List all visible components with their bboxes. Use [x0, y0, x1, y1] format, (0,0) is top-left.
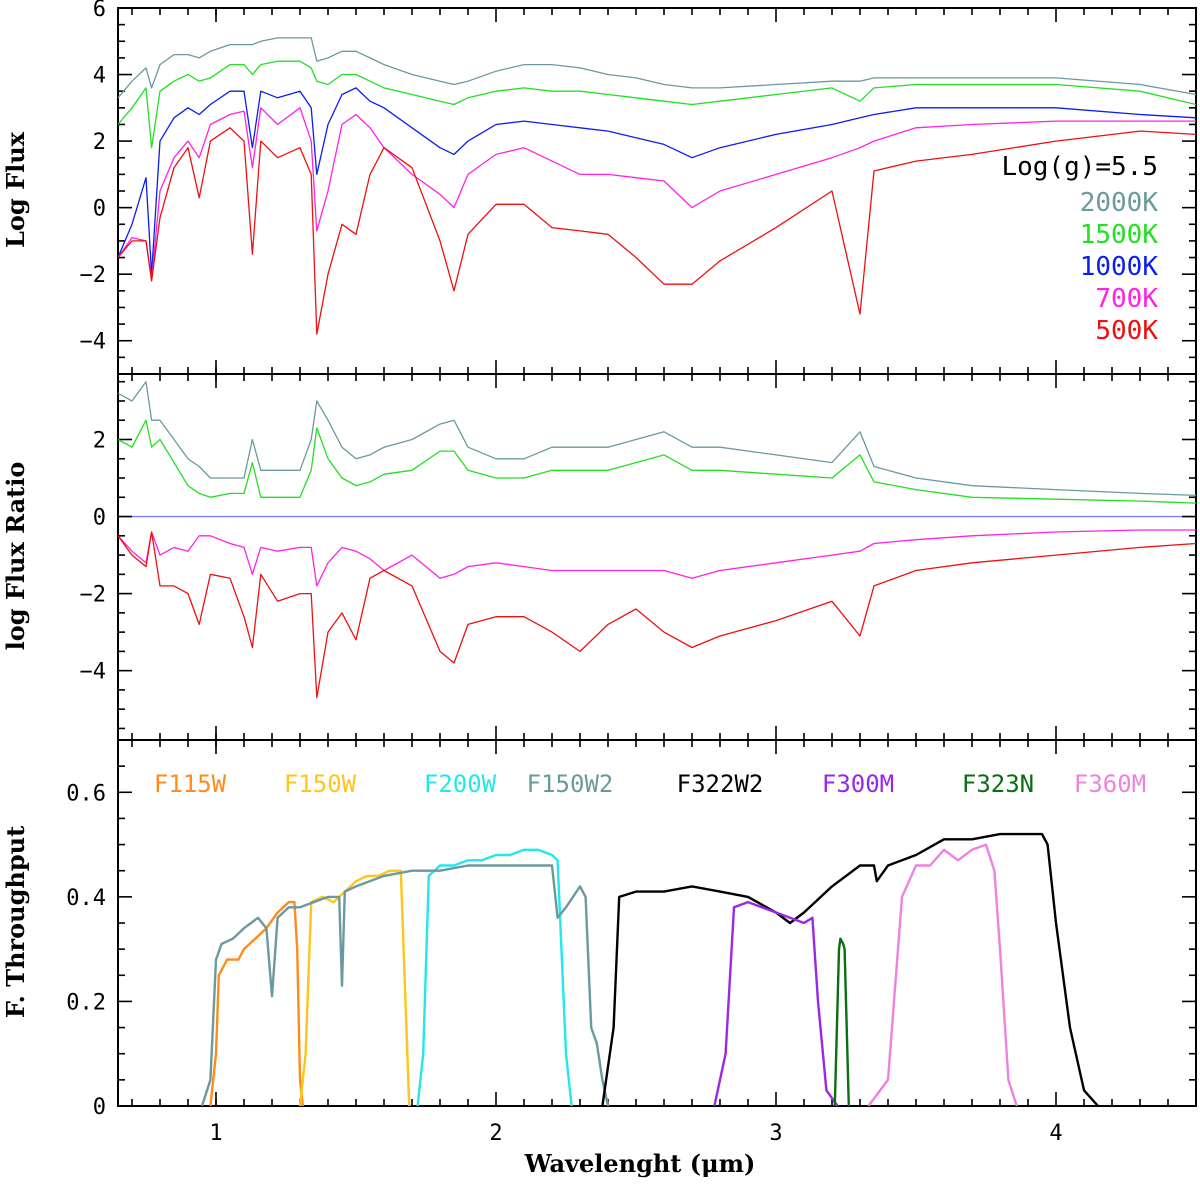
series-f150w2 [200, 864, 610, 1106]
y-tick-label: −2 [80, 263, 107, 288]
filter-label-f150w: F150W [284, 770, 357, 798]
series-1500k [118, 419, 1196, 504]
series-2000k [118, 381, 1196, 497]
y-tick-label: 0.6 [66, 781, 106, 806]
x-tick-label: 1 [209, 1121, 222, 1146]
series-1500k [118, 60, 1196, 149]
bottom-ylabel: F. Throughput [1, 826, 30, 1018]
y-tick-label: 0.4 [66, 886, 106, 911]
legend-entry-500k: 500K [1095, 316, 1158, 346]
series-700k [118, 107, 1196, 282]
y-tick-label: 4 [93, 64, 106, 89]
y-tick-label: 0.2 [66, 990, 106, 1015]
series-f360m [867, 843, 1018, 1106]
legend-entry-1500k: 1500K [1080, 220, 1159, 250]
filter-label-f323n: F323N [962, 770, 1034, 798]
series-500k [118, 531, 1196, 699]
y-tick-label: −4 [80, 330, 107, 355]
y-tick-label: 2 [93, 130, 106, 155]
series-f300m [713, 900, 839, 1106]
flux-ratio-panel: −4 −2 0 2 [80, 373, 1197, 741]
x-tick-label: 4 [1049, 1121, 1062, 1146]
y-tick-label: −2 [80, 583, 107, 608]
filter-label-f300m: F300M [822, 770, 894, 798]
series-700k [118, 529, 1196, 587]
y-tick-label: 0 [93, 506, 106, 531]
y-tick-label: −4 [80, 660, 107, 685]
y-tick-label: 2 [93, 428, 106, 453]
series-1000k [118, 87, 1196, 275]
filter-label-f200w: F200W [424, 770, 497, 798]
panel-frame [117, 7, 1197, 375]
throughput-panel: 1 2 3 4 0 0.2 0.4 0.6 F115W F150W F200W F150W2 F322W… [66, 739, 1197, 1146]
y-tick-label: 6 [93, 0, 106, 22]
panel-frame [117, 739, 1197, 1107]
series-2000k [118, 37, 1196, 99]
x-tick-label: 3 [769, 1121, 782, 1146]
legend-entry-2000k: 2000K [1080, 188, 1159, 218]
series-f115w [209, 900, 304, 1106]
series-500k [118, 127, 1196, 335]
top-ylabel: Log Flux [1, 131, 30, 248]
filter-label-f360m: F360M [1074, 770, 1146, 798]
y-tick-label: 0 [93, 1095, 106, 1120]
legend-entry-700k: 700K [1095, 284, 1158, 314]
filter-label-f322w2: F322W2 [677, 770, 764, 798]
legend-title: Log(g)=5.5 [1001, 152, 1158, 182]
series-f323n [833, 937, 850, 1106]
middle-ylabel: log Flux Ratio [1, 462, 30, 651]
y-tick-label: 0 [93, 197, 106, 222]
filter-label-f115w: F115W [154, 770, 227, 798]
filter-label-f150w2: F150W2 [527, 770, 614, 798]
series-f200w [416, 848, 573, 1106]
series-f322w2 [601, 832, 1099, 1106]
series-f150w [298, 869, 411, 1106]
legend-entry-1000k: 1000K [1080, 252, 1159, 282]
x-tick-label: 2 [489, 1121, 502, 1146]
x-axis-label: Wavelenght (μm) [524, 1149, 756, 1178]
